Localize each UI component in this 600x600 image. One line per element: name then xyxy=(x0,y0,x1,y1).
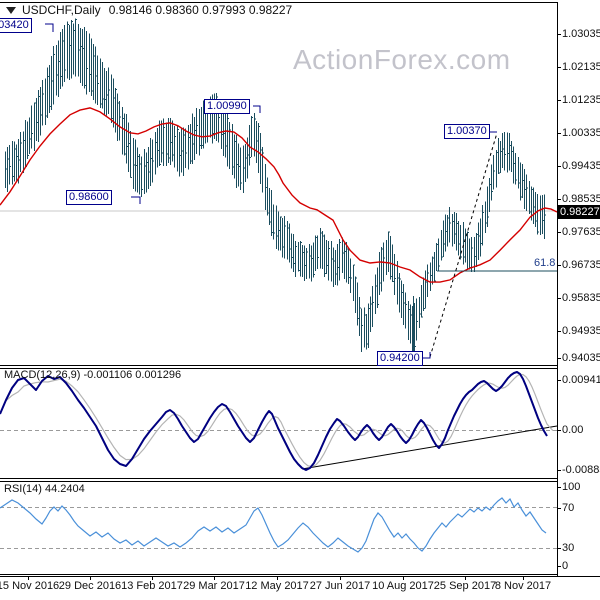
annotation-connector-1 xyxy=(131,196,141,204)
annotation-connector-4 xyxy=(418,352,431,359)
annotation-connector-0 xyxy=(45,23,54,32)
price-trendline-dashed[interactable] xyxy=(429,132,498,358)
rsi-line xyxy=(0,497,547,553)
annotation-connector-2 xyxy=(253,105,261,113)
macd-trendline[interactable] xyxy=(301,425,558,470)
macd-signal-line xyxy=(5,373,554,468)
moving-average-line xyxy=(0,107,558,283)
macd-main-line xyxy=(0,371,548,471)
price-bars xyxy=(5,18,546,356)
